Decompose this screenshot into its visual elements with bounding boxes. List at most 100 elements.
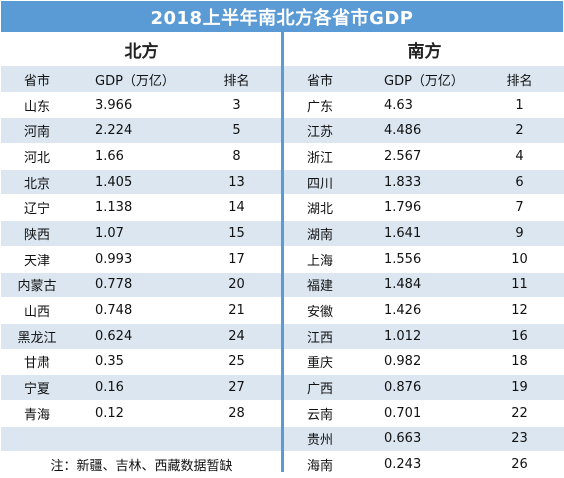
- column-header: 排名: [223, 73, 250, 89]
- rank-cell: 25: [228, 354, 245, 370]
- province-cell: 广东: [306, 99, 333, 115]
- gdp-cell: 1.012: [384, 328, 422, 344]
- table-row: 江苏 4.486 2: [284, 118, 564, 145]
- table-row: 辽宁 1.138 14: [1, 195, 282, 222]
- gdp-cell: 1.484: [384, 277, 422, 293]
- rank-cell: 4: [515, 148, 524, 164]
- province-cell: 山西: [23, 305, 50, 321]
- column-header: 排名: [506, 73, 533, 89]
- gdp-cell: 0.663: [384, 431, 422, 447]
- rank-cell: 10: [511, 251, 528, 267]
- province-cell: 辽宁: [23, 202, 50, 218]
- gdp-cell: 3.966: [95, 97, 133, 113]
- rank-cell: 12: [511, 303, 528, 319]
- province-cell: 福建: [306, 279, 333, 295]
- province-cell: 云南: [306, 407, 333, 423]
- rank-cell: 5: [232, 123, 241, 139]
- table-row: 浙江 2.567 4: [284, 144, 564, 170]
- gdp-cell: 2.567: [384, 148, 422, 164]
- gdp-cell: 4.63: [384, 97, 413, 113]
- gdp-cell: 2.224: [95, 123, 133, 139]
- province-cell: 甘肃: [23, 356, 50, 372]
- column-divider: [281, 32, 284, 472]
- rank-cell: 19: [511, 380, 528, 396]
- gdp-cell: 1.426: [384, 303, 422, 319]
- table-row: 陕西 1.07 15: [1, 221, 282, 247]
- column-header: 省市: [23, 73, 50, 89]
- rank-cell: 8: [232, 148, 241, 164]
- rank-cell: 24: [228, 328, 245, 344]
- rank-cell: 17: [228, 251, 245, 267]
- table-row: 甘肃 0.35 25: [1, 349, 282, 376]
- column-header: GDP（万亿）: [95, 73, 175, 89]
- province-cell: 海南: [306, 459, 333, 475]
- rank-cell: 23: [511, 431, 528, 447]
- table-row: 黑龙江 0.624 24: [1, 323, 282, 350]
- gdp-cell: 1.07: [95, 225, 124, 241]
- rank-cell: 20: [228, 277, 245, 293]
- table-row: 天津 0.993 17: [1, 246, 282, 273]
- rank-cell: 14: [228, 200, 245, 216]
- table-row: 江西 1.012 16: [284, 323, 564, 350]
- rank-cell: 18: [511, 354, 528, 370]
- province-cell: 江苏: [306, 125, 333, 141]
- province-cell: 天津: [23, 253, 50, 269]
- table-row: 广东 4.63 1: [284, 92, 564, 119]
- gdp-cell: 0.12: [95, 405, 124, 421]
- province-cell: 四川: [306, 176, 333, 192]
- province-cell: 湖北: [306, 202, 333, 218]
- province-cell: 重庆: [306, 356, 333, 372]
- table-title: 2018上半年南北方各省市GDP: [1, 1, 563, 32]
- province-cell: 浙江: [306, 150, 333, 166]
- column-header: GDP（万亿）: [384, 73, 464, 89]
- rank-cell: 21: [228, 303, 245, 319]
- empty-row: [1, 426, 282, 453]
- gdp-cell: 0.876: [384, 380, 422, 396]
- gdp-cell: 0.35: [95, 354, 124, 370]
- province-cell: 陕西: [23, 227, 50, 243]
- south-section: 南方 省市 GDP（万亿） 排名 广东 4.63 1 江苏 4.486 2 浙江 2.567 4…: [284, 32, 564, 478]
- province-cell: 河北: [23, 150, 50, 166]
- gdp-cell: 1.641: [384, 225, 422, 241]
- gdp-cell: 0.993: [95, 251, 133, 267]
- rank-cell: 15: [228, 225, 245, 241]
- table-row: 山东 3.966 3: [1, 92, 282, 119]
- province-cell: 江西: [306, 330, 333, 346]
- province-cell: 贵州: [306, 433, 333, 449]
- province-cell: 内蒙古: [17, 279, 57, 295]
- north-header-row: 省市 GDP（万亿） 排名: [1, 67, 282, 93]
- table-row: 北京 1.405 13: [1, 169, 282, 196]
- south-header-row: 省市 GDP（万亿） 排名: [284, 67, 564, 93]
- rank-cell: 27: [228, 380, 245, 396]
- gdp-cell: 1.405: [95, 174, 133, 190]
- rank-cell: 28: [228, 405, 245, 421]
- gdp-cell: 0.16: [95, 380, 124, 396]
- table-row: 河北 1.66 8: [1, 144, 282, 170]
- province-cell: 河南: [23, 125, 50, 141]
- table-row: 安徽 1.426 12: [284, 298, 564, 324]
- table-row: 四川 1.833 6: [284, 169, 564, 196]
- province-cell: 青海: [23, 407, 50, 423]
- province-cell: 黑龙江: [17, 330, 57, 346]
- province-cell: 山东: [23, 99, 50, 115]
- footnote: 注：新疆、吉林、西藏数据暂缺: [1, 452, 282, 477]
- gdp-cell: 0.982: [384, 354, 422, 370]
- table-row: 贵州 0.663 23: [284, 426, 564, 453]
- gdp-cell: 4.486: [384, 123, 422, 139]
- province-cell: 湖南: [306, 227, 333, 243]
- north-section: 北方 省市 GDP（万亿） 排名 山东 3.966 3 河南 2.224 5 河北 1.66 8…: [1, 32, 282, 477]
- gdp-cell: 1.796: [384, 200, 422, 216]
- north-region-heading: 北方: [1, 32, 282, 67]
- table-row: 湖南 1.641 9: [284, 221, 564, 247]
- gdp-cell: 0.748: [95, 303, 133, 319]
- rank-cell: 2: [515, 123, 524, 139]
- rank-cell: 3: [232, 97, 241, 113]
- rank-cell: 1: [515, 97, 524, 113]
- table-row: 海南 0.243 26: [284, 452, 564, 478]
- rank-cell: 11: [511, 277, 528, 293]
- table-row: 山西 0.748 21: [1, 298, 282, 324]
- rank-cell: 22: [511, 405, 528, 421]
- gdp-cell: 0.778: [95, 277, 133, 293]
- rank-cell: 7: [515, 200, 524, 216]
